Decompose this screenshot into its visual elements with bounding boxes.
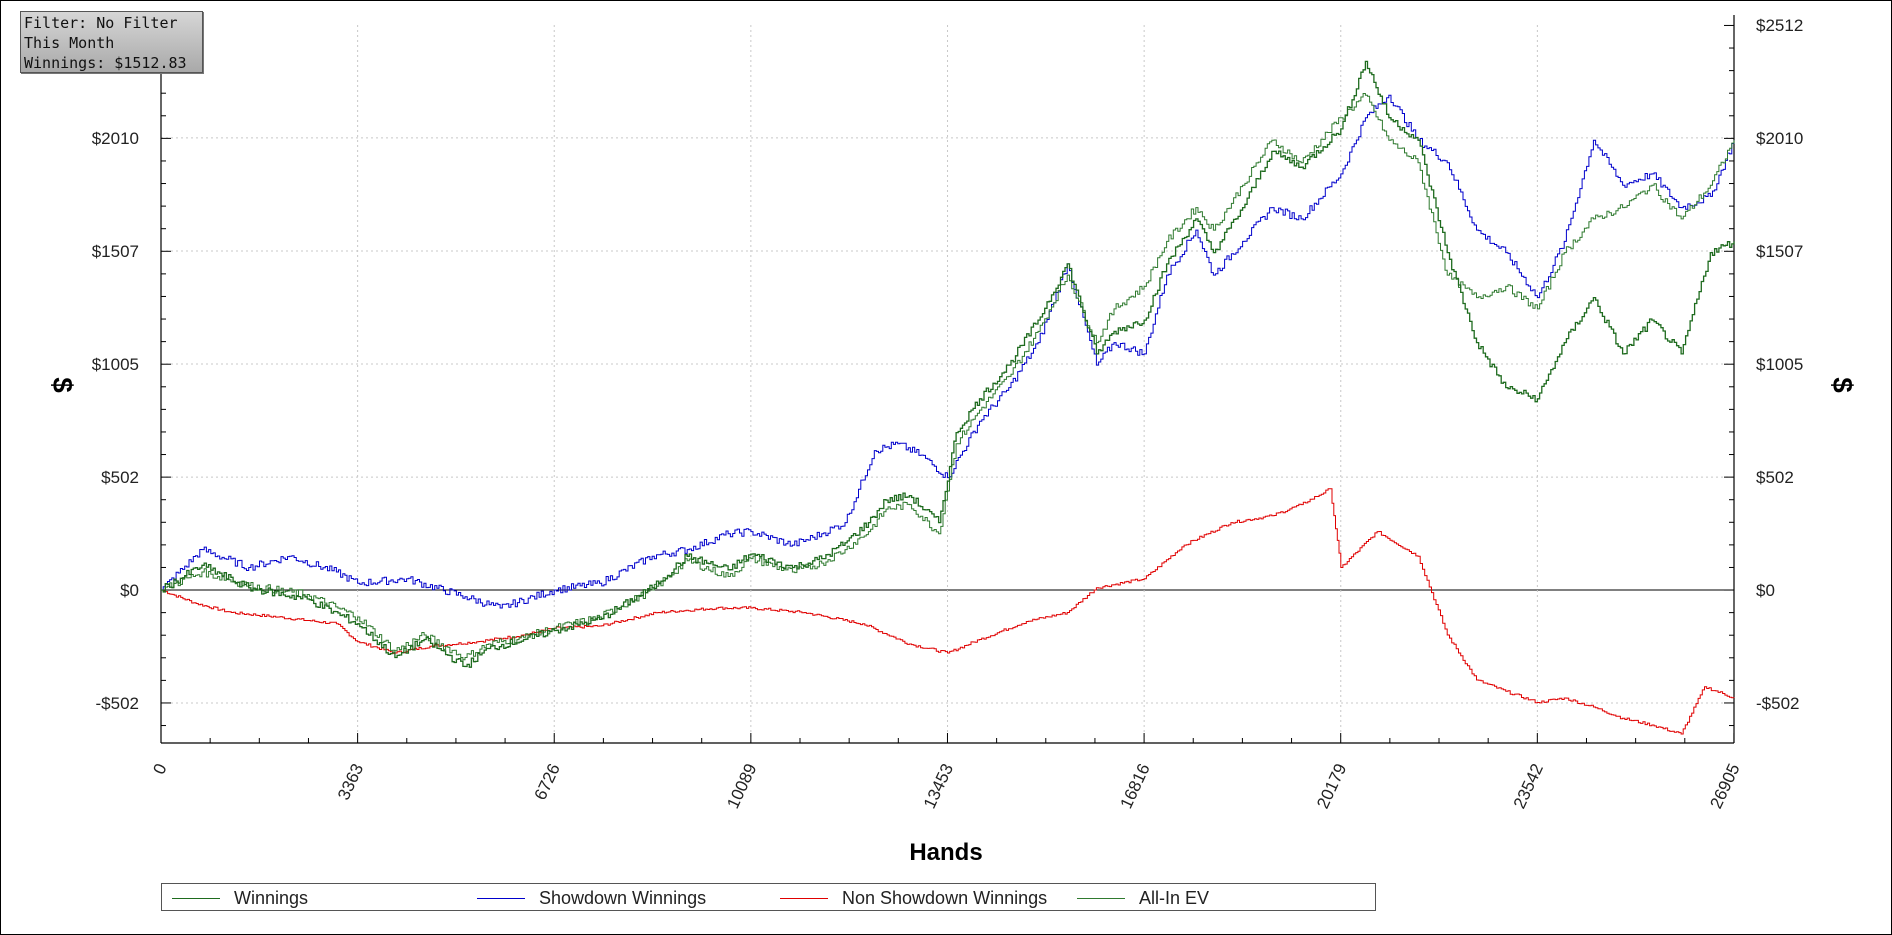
chart-legend: Winnings Showdown Winnings Non Showdown … <box>161 883 1376 911</box>
legend-swatch-non-showdown-winnings <box>780 897 828 899</box>
y-tick-label-right: -$502 <box>1756 694 1799 713</box>
series-line-winnings <box>161 60 1735 668</box>
legend-swatch-all-in-ev <box>1077 897 1125 899</box>
x-tick-label: 6726 <box>531 761 564 803</box>
filter-label: Filter: No Filter <box>24 14 178 32</box>
legend-label-winnings: Winnings <box>234 887 309 908</box>
x-tick-label: 0 <box>149 761 170 778</box>
period-label: This Month <box>24 34 115 52</box>
legend-swatch-showdown-winnings <box>477 897 525 899</box>
x-tick-label: 16816 <box>1117 761 1154 812</box>
legend-swatch-winnings <box>172 897 220 899</box>
grid-layer <box>161 25 1734 743</box>
y-axis-title-left: $ <box>47 377 78 393</box>
legend-item-non-showdown-winnings: Non Showdown Winnings <box>780 888 1047 908</box>
legend-item-all-in-ev: All-In EV <box>1077 888 1209 908</box>
y-tick-label-right: $2512 <box>1756 16 1803 35</box>
legend-label-showdown-winnings: Showdown Winnings <box>539 887 707 908</box>
y-tick-label-left: $2010 <box>92 129 139 148</box>
y-tick-label-right: $502 <box>1756 468 1794 487</box>
series-line-showdown-winnings <box>161 94 1735 609</box>
y-tick-label-left: $1005 <box>92 355 139 374</box>
x-tick-label: 13453 <box>920 761 957 812</box>
y-tick-label-left: $1507 <box>92 242 139 261</box>
y-axis-title-right: $ <box>1827 377 1858 393</box>
series-layer <box>161 60 1735 735</box>
legend-item-showdown-winnings: Showdown Winnings <box>477 888 706 908</box>
x-tick-label: 23542 <box>1510 761 1547 812</box>
legend-label-all-in-ev: All-In EV <box>1139 887 1210 908</box>
y-tick-label-left: $0 <box>120 581 139 600</box>
axis-layer: -$502 $0 $502 $1005 $1507 $2010 -$502 $0 $502 $10… <box>92 15 1803 812</box>
legend-label-non-showdown-winnings: Non Showdown Winnings <box>842 887 1048 908</box>
y-tick-label-right: $2010 <box>1756 129 1803 148</box>
y-tick-label-right: $1005 <box>1756 355 1803 374</box>
filter-info-box: Filter: No Filter This Month Winnings: $… <box>20 11 203 73</box>
y-tick-label-left: $502 <box>101 468 139 487</box>
series-line-all-in-ev <box>161 93 1735 661</box>
x-axis-title: Hands <box>909 839 982 866</box>
y-tick-label-left: -$502 <box>96 694 139 713</box>
x-tick-label: 26905 <box>1706 761 1743 812</box>
series-line-non-showdown-winnings <box>161 488 1735 735</box>
winnings-total-label: Winnings: $1512.83 <box>24 54 187 72</box>
x-tick-label: 10089 <box>723 761 760 812</box>
y-tick-label-right: $0 <box>1756 581 1775 600</box>
y-tick-label-right: $1507 <box>1756 242 1803 261</box>
x-tick-label: 3363 <box>334 761 367 803</box>
x-tick-label: 20179 <box>1313 761 1350 812</box>
legend-item-winnings: Winnings <box>172 888 308 908</box>
